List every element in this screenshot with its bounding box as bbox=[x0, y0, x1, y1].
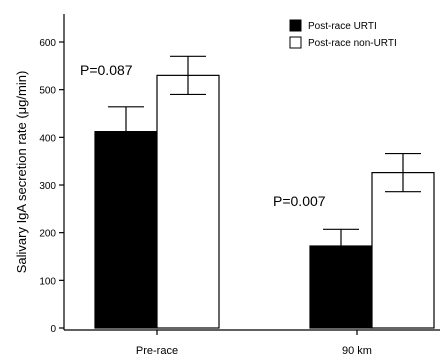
bar-non-urti-pre-race bbox=[157, 75, 219, 328]
bar-non-urti-90km bbox=[372, 173, 434, 328]
y-tick-label: 300 bbox=[39, 181, 56, 192]
legend-label: Post-race URTI bbox=[308, 21, 377, 32]
y-tick-label: 600 bbox=[39, 38, 56, 49]
y-tick-label: 400 bbox=[39, 133, 56, 144]
legend-swatch bbox=[290, 20, 301, 31]
y-axis-label: Salivary IgA secretion rate (μg/min) bbox=[14, 71, 29, 274]
legend-swatch bbox=[290, 37, 301, 48]
y-tick-label: 500 bbox=[39, 86, 56, 97]
x-tick-label: Pre-race bbox=[136, 345, 178, 357]
x-axis: Pre-race 90 km bbox=[64, 330, 440, 357]
x-tick-label: 90 km bbox=[342, 345, 372, 357]
y-axis: 0 100 200 300 400 500 600 bbox=[39, 14, 64, 335]
p-value-annotation: P=0.087 bbox=[80, 62, 133, 78]
bars bbox=[95, 75, 434, 328]
bar-urti-pre-race bbox=[95, 132, 157, 328]
legend: Post-race URTI Post-race non-URTI bbox=[290, 20, 397, 49]
legend-label: Post-race non-URTI bbox=[308, 38, 397, 49]
y-tick-label: 200 bbox=[39, 229, 56, 240]
y-tick-label: 100 bbox=[39, 276, 56, 287]
p-value-annotation: P=0.007 bbox=[273, 193, 326, 209]
y-tick-label: 0 bbox=[50, 324, 56, 335]
